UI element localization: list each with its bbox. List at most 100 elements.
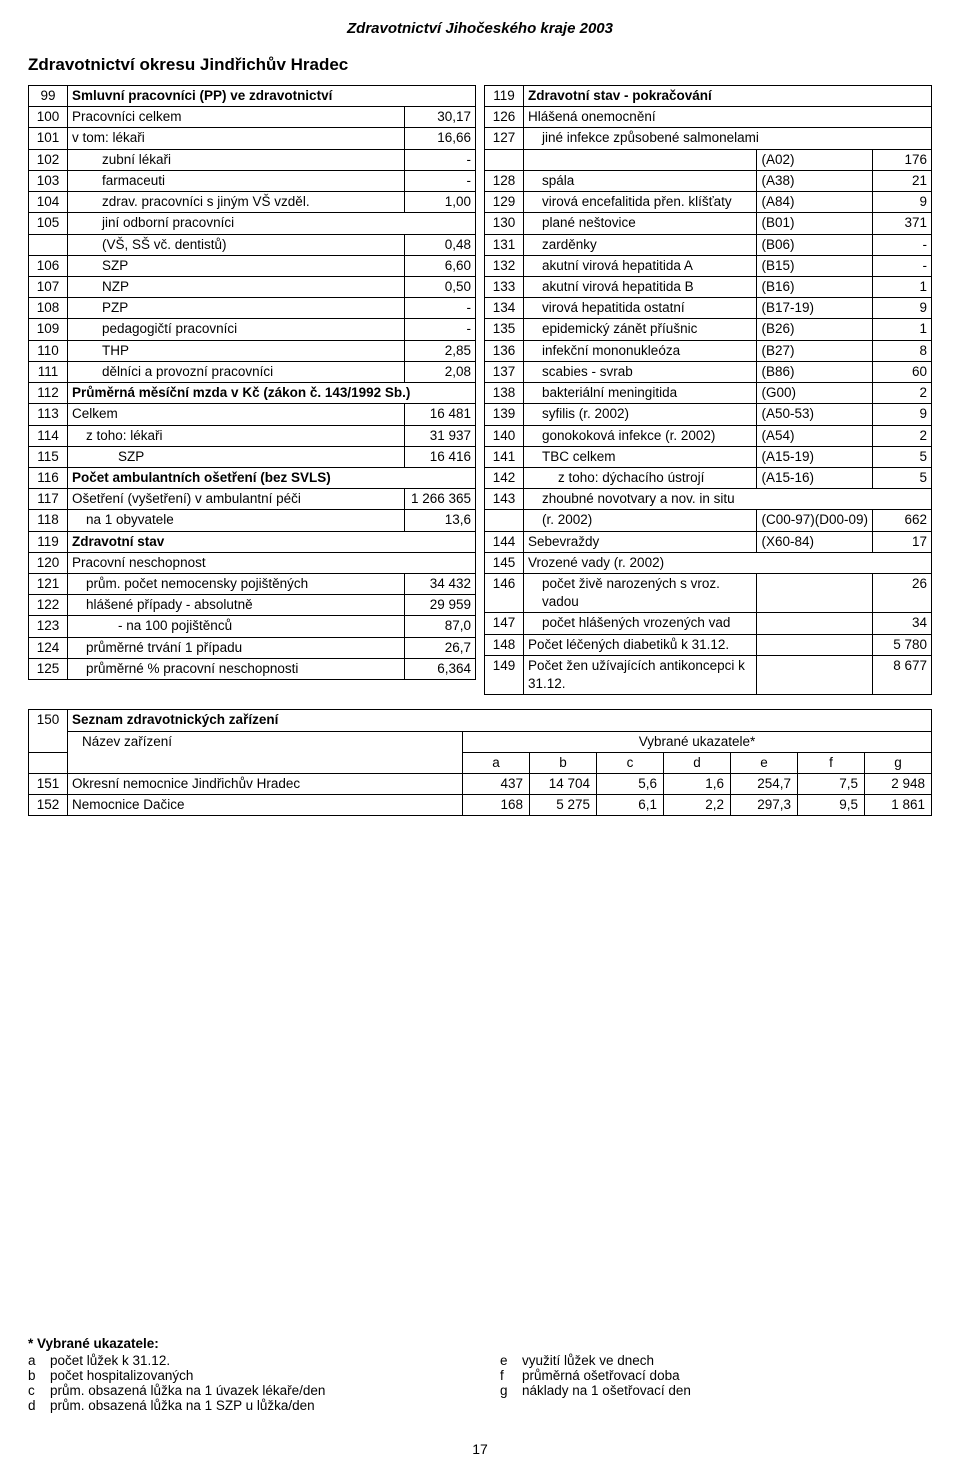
table-row: 100Pracovníci celkem30,17 [29,107,476,128]
row-number: 103 [29,170,68,191]
row-number: 126 [485,107,524,128]
row-label: Pracovníci celkem [68,107,405,128]
row-code: (B86) [757,361,873,382]
row-code: (A84) [757,192,873,213]
row-number: 118 [29,510,68,531]
row-label: bakteriální meningitida [524,383,757,404]
table-row: 104zdrav. pracovníci s jiným VŠ vzděl.1,… [29,192,476,213]
table-row: (r. 2002)(C00-97)(D00-09)662 [485,510,932,531]
main-title: Zdravotnictví okresu Jindřichův Hradec [28,55,932,75]
row-label: NZP [68,276,405,297]
row-number: 99 [29,86,68,107]
table-row: 134virová hepatitida ostatní(B17-19)9 [485,298,932,319]
table-row: 119Zdravotní stav [29,531,476,552]
row-number: 116 [29,467,68,488]
row-number: 114 [29,425,68,446]
facility-value: 6,1 [597,795,664,816]
row-code [757,574,873,613]
footnote-text: náklady na 1 ošetřovací den [522,1383,691,1398]
table-row: 140gonokoková infekce (r. 2002)(A54)2 [485,425,932,446]
row-number: 139 [485,404,524,425]
row-number: 148 [485,634,524,655]
footnote-row: gnáklady na 1 ošetřovací den [500,1383,932,1398]
footnote-row: evyužití lůžek ve dnech [500,1353,932,1368]
col-header: c [597,752,664,773]
row-code: (C00-97)(D00-09) [757,510,873,531]
row-label: PZP [68,298,405,319]
row-code: (A38) [757,170,873,191]
row-number: 133 [485,276,524,297]
table-row: 123- na 100 pojištěnců87,0 [29,616,476,637]
row-value: 5 [873,446,932,467]
row-code: (X60-84) [757,531,873,552]
footnotes: * Vybrané ukazatele: apočet lůžek k 31.1… [28,1336,932,1413]
row-number [29,234,68,255]
row-number: 143 [485,489,524,510]
facility-value: 254,7 [731,774,798,795]
facilities-table: 150Seznam zdravotnických zařízeníNázev z… [28,709,932,816]
row-number [485,510,524,531]
row-label: epidemický zánět příušnic [524,319,757,340]
table-row: 113Celkem16 481 [29,404,476,425]
table-row: 103farmaceuti- [29,170,476,191]
row-label: infekční mononukleóza [524,340,757,361]
table-row: 115SZP16 416 [29,446,476,467]
row-value: 1 [873,319,932,340]
row-number: 102 [29,149,68,170]
table-row: 135epidemický zánět příušnic(B26)1 [485,319,932,340]
row-value: 0,48 [405,234,476,255]
row-code: (A15-19) [757,446,873,467]
row-label: Hlášená onemocnění [524,107,932,128]
row-code: (A54) [757,425,873,446]
footnotes-left: apočet lůžek k 31.12.bpočet hospitalizov… [28,1353,460,1413]
footnote-key: c [28,1383,42,1398]
row-value: 5 780 [873,634,932,655]
row-label: zhoubné novotvary a nov. in situ [524,489,932,510]
row-number: 122 [29,595,68,616]
row-number: 140 [485,425,524,446]
facility-value: 14 704 [530,774,597,795]
row-code: (B15) [757,255,873,276]
row-label: dělníci a provozní pracovníci [68,361,405,382]
table-row: 108PZP- [29,298,476,319]
row-label: z toho: dýchacího ústrojí [524,467,757,488]
row-label: farmaceuti [68,170,405,191]
table-row: 102zubní lékaři- [29,149,476,170]
table-row: (VŠ, SŠ vč. dentistů)0,48 [29,234,476,255]
table-row: 110THP2,85 [29,340,476,361]
row-label: virová encefalitida přen. klíšťaty [524,192,757,213]
row-label: Zdravotní stav - pokračování [524,86,932,107]
row-code: (A02) [757,149,873,170]
row-number: 123 [29,616,68,637]
table-row: 118na 1 obyvatele13,6 [29,510,476,531]
table-row: 149Počet žen užívajících antikoncepci k … [485,655,932,694]
facility-value: 5 275 [530,795,597,816]
row-label: (r. 2002) [524,510,757,531]
row-label: Celkem [68,404,405,425]
row-value: 9 [873,404,932,425]
row-label: akutní virová hepatitida B [524,276,757,297]
row-number: 136 [485,340,524,361]
right-table: 119Zdravotní stav - pokračování126Hlášen… [484,85,932,695]
row-label: počet hlášených vrozených vad [524,613,757,634]
table-row: 142z toho: dýchacího ústrojí(A15-16)5 [485,467,932,488]
row-value: 9 [873,192,932,213]
row-value: 60 [873,361,932,382]
row-label: Průměrná měsíční mzda v Kč (zákon č. 143… [68,383,476,404]
row-label: akutní virová hepatitida A [524,255,757,276]
row-code: (A50-53) [757,404,873,425]
table-row: 114z toho: lékaři31 937 [29,425,476,446]
table-row: 99Smluvní pracovníci (PP) ve zdravotnict… [29,86,476,107]
row-number: 145 [485,552,524,573]
row-value: - [873,255,932,276]
row-value: 0,50 [405,276,476,297]
row-number: 129 [485,192,524,213]
row-number: 147 [485,613,524,634]
row-label: průměrné trvání 1 případu [68,637,405,658]
table-row: 131zarděnky(B06)- [485,234,932,255]
table-row: 145Vrozené vady (r. 2002) [485,552,932,573]
row-number: 151 [29,774,68,795]
row-code: (G00) [757,383,873,404]
footnote-row: fprůměrná ošetřovací doba [500,1368,932,1383]
two-column-layout: 99Smluvní pracovníci (PP) ve zdravotnict… [28,85,932,695]
